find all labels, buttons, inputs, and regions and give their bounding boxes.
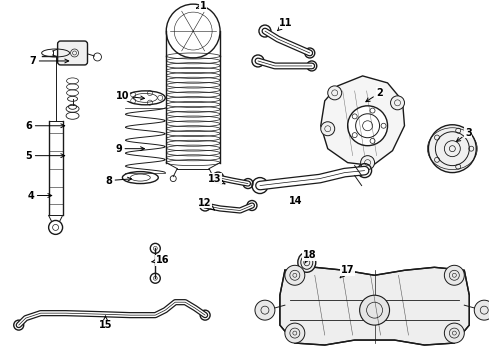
Ellipse shape bbox=[298, 252, 316, 272]
Circle shape bbox=[391, 96, 404, 110]
Text: 6: 6 bbox=[25, 121, 65, 131]
Text: 16: 16 bbox=[152, 255, 169, 265]
Circle shape bbox=[444, 323, 465, 343]
Polygon shape bbox=[280, 267, 469, 345]
Text: 17: 17 bbox=[340, 265, 354, 278]
Text: 3: 3 bbox=[457, 128, 472, 141]
Text: 2: 2 bbox=[366, 88, 383, 102]
Text: 1: 1 bbox=[196, 1, 206, 11]
Circle shape bbox=[474, 300, 490, 320]
Text: 18: 18 bbox=[303, 250, 317, 263]
FancyBboxPatch shape bbox=[58, 41, 88, 65]
Circle shape bbox=[360, 295, 390, 325]
Text: 11: 11 bbox=[277, 18, 293, 31]
Circle shape bbox=[321, 122, 335, 136]
Text: 14: 14 bbox=[289, 195, 303, 206]
Circle shape bbox=[255, 300, 275, 320]
Circle shape bbox=[444, 265, 465, 285]
Text: 8: 8 bbox=[105, 176, 131, 185]
Text: 9: 9 bbox=[115, 144, 145, 154]
Circle shape bbox=[328, 86, 342, 100]
Circle shape bbox=[348, 106, 388, 146]
Circle shape bbox=[285, 265, 305, 285]
Text: 4: 4 bbox=[27, 190, 52, 201]
Text: 12: 12 bbox=[198, 198, 215, 210]
Text: 7: 7 bbox=[29, 56, 69, 66]
Text: 10: 10 bbox=[116, 91, 145, 101]
Polygon shape bbox=[321, 76, 404, 166]
Text: 5: 5 bbox=[25, 150, 65, 161]
Circle shape bbox=[285, 323, 305, 343]
Text: 15: 15 bbox=[98, 316, 112, 330]
Circle shape bbox=[361, 156, 374, 170]
Circle shape bbox=[428, 125, 476, 172]
Text: 13: 13 bbox=[208, 174, 225, 184]
